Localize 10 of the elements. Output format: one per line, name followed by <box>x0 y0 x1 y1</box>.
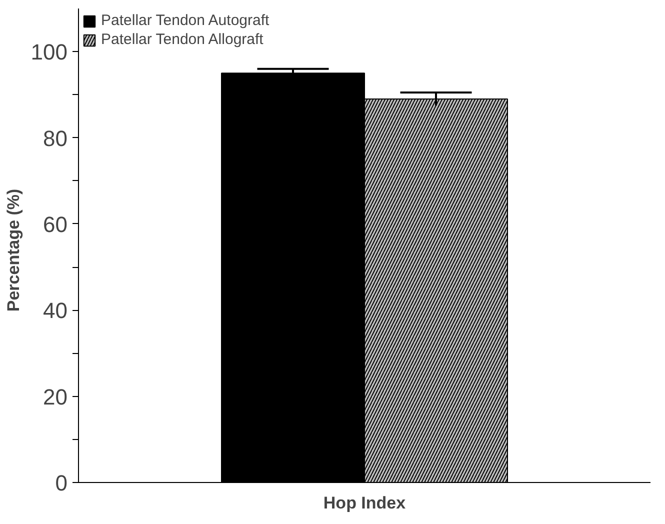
y-tick-label: 80 <box>43 126 68 151</box>
y-tick-label: 0 <box>55 470 68 496</box>
y-tick-label: 100 <box>30 40 68 65</box>
legend-label: Patellar Tendon Autograft <box>101 12 270 29</box>
y-tick-label: 40 <box>43 298 68 324</box>
y-tick-label: 60 <box>43 212 68 237</box>
y-tick-label: 20 <box>43 384 68 410</box>
x-axis-title: Hop Index <box>323 494 406 512</box>
y-axis-title: Percentage (%) <box>4 188 23 312</box>
legend-label: Patellar Tendon Allograft <box>101 31 264 48</box>
